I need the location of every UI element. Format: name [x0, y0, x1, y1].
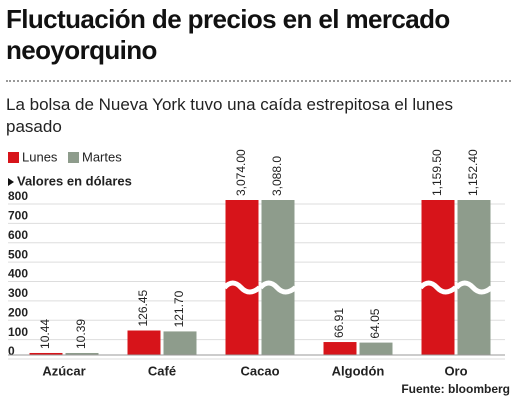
y-tick-label: 200	[8, 305, 28, 319]
bar	[127, 330, 161, 355]
value-label: 10.44	[38, 319, 52, 349]
y-tick-label: 700	[8, 209, 28, 223]
y-tick-label: 300	[8, 286, 28, 300]
note: Valores en dólares	[17, 173, 132, 188]
break-mark	[418, 280, 458, 295]
bar	[359, 342, 393, 355]
break-mark	[454, 280, 494, 295]
value-label: 66.91	[332, 308, 346, 338]
bar	[163, 331, 197, 355]
y-tick-label: 400	[8, 267, 28, 281]
bar	[457, 200, 491, 355]
value-label: 10.39	[74, 319, 88, 349]
plot-area	[29, 200, 491, 356]
chart-subtitle: La bolsa de Nueva York tuvo una caída es…	[6, 95, 454, 136]
value-label: 1,159.50	[430, 149, 444, 196]
divider	[6, 80, 511, 82]
legend-label: Martes	[82, 149, 122, 164]
y-tick-label: 500	[8, 247, 28, 261]
value-label: 3,074.00	[234, 149, 248, 196]
bar	[65, 352, 99, 355]
chart-title: Fluctuación de precios en el mercado neo…	[6, 4, 450, 65]
legend-label: Lunes	[22, 149, 58, 164]
x-tick-label: Azúcar	[42, 363, 85, 378]
note-marker	[8, 178, 14, 186]
value-label: 121.70	[172, 290, 186, 327]
x-tick-label: Café	[148, 363, 176, 378]
source: Fuente: bloomberg	[401, 382, 510, 396]
bar	[261, 200, 295, 355]
bar	[225, 200, 259, 356]
x-tick-label: Algodón	[332, 363, 385, 378]
x-tick-label: Cacao	[240, 363, 279, 378]
y-tick-label: 0	[8, 344, 15, 358]
value-label: 1,152.40	[466, 149, 480, 196]
y-tick-label: 800	[8, 189, 28, 203]
bar	[323, 342, 357, 355]
legend-swatch	[8, 152, 19, 163]
break-mark	[258, 280, 298, 295]
value-label: 3,088.0	[270, 156, 284, 196]
y-tick-label: 100	[8, 325, 28, 339]
bar	[421, 200, 455, 355]
break-mark	[222, 280, 262, 295]
value-label: 126.45	[136, 289, 150, 326]
y-tick-label: 600	[8, 228, 28, 242]
legend-swatch	[68, 152, 79, 163]
x-tick-label: Oro	[444, 363, 467, 378]
bar	[29, 352, 63, 355]
value-label: 64.05	[368, 308, 382, 338]
